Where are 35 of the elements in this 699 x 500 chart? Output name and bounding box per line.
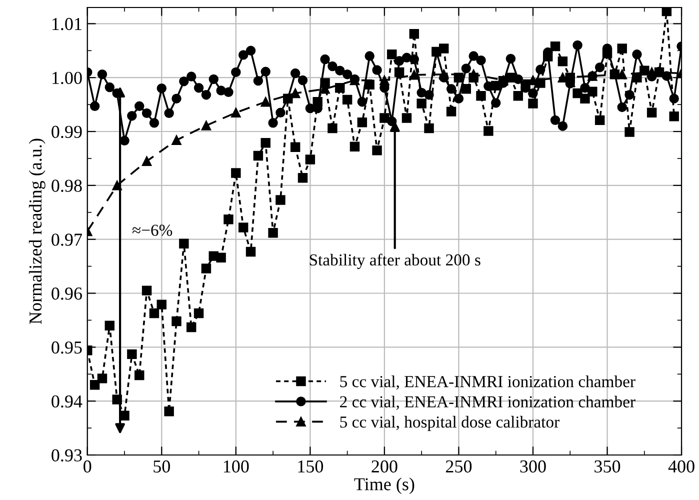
y-tick-label: 0.97 bbox=[52, 234, 82, 246]
point bbox=[172, 135, 182, 145]
x-tick-label: 350 bbox=[594, 460, 620, 473]
annotation: ≈−6% bbox=[132, 224, 172, 236]
point bbox=[142, 156, 152, 166]
x-tick-label: 400 bbox=[668, 460, 694, 473]
x-tick-label: 200 bbox=[372, 460, 398, 473]
y-tick-label: 0.98 bbox=[52, 180, 82, 192]
annotation: Stability after about 200 s bbox=[310, 254, 480, 269]
y-tick-label: 1.01 bbox=[52, 18, 82, 30]
y-tick-label: 0.96 bbox=[52, 288, 82, 300]
legend-label: 2 cc vial, ENEA-INMRI ionization chamber bbox=[340, 396, 636, 410]
x-axis-title: Time (s) bbox=[354, 478, 414, 494]
point bbox=[617, 69, 627, 80]
point bbox=[439, 69, 449, 80]
point bbox=[380, 75, 390, 86]
point bbox=[231, 108, 241, 118]
x-tick-label: 100 bbox=[224, 460, 249, 473]
y-tick-label: 0.95 bbox=[52, 341, 82, 354]
x-tick-label: 0 bbox=[84, 460, 92, 473]
y-axis-title: Normalized reading (a.u.) bbox=[28, 138, 46, 324]
x-tick-label: 50 bbox=[154, 460, 170, 473]
x-tick-label: 150 bbox=[298, 460, 324, 473]
point bbox=[468, 69, 478, 80]
x-tick-label: 250 bbox=[446, 460, 472, 473]
y-tick-label: 0.94 bbox=[52, 395, 82, 408]
legend-label: 5 cc vial, ENEA-INMRI ionization chamber bbox=[340, 376, 636, 390]
y-tick-label: 0.99 bbox=[52, 126, 82, 138]
legend-label: 5 cc vial, hospital dose calibrator bbox=[340, 416, 560, 432]
point bbox=[201, 120, 212, 130]
y-tick-label: 0.93 bbox=[52, 449, 82, 462]
point bbox=[409, 70, 420, 80]
y-tick-label: 1.00 bbox=[52, 72, 82, 84]
point bbox=[260, 96, 270, 107]
x-tick-label: 300 bbox=[520, 460, 546, 473]
